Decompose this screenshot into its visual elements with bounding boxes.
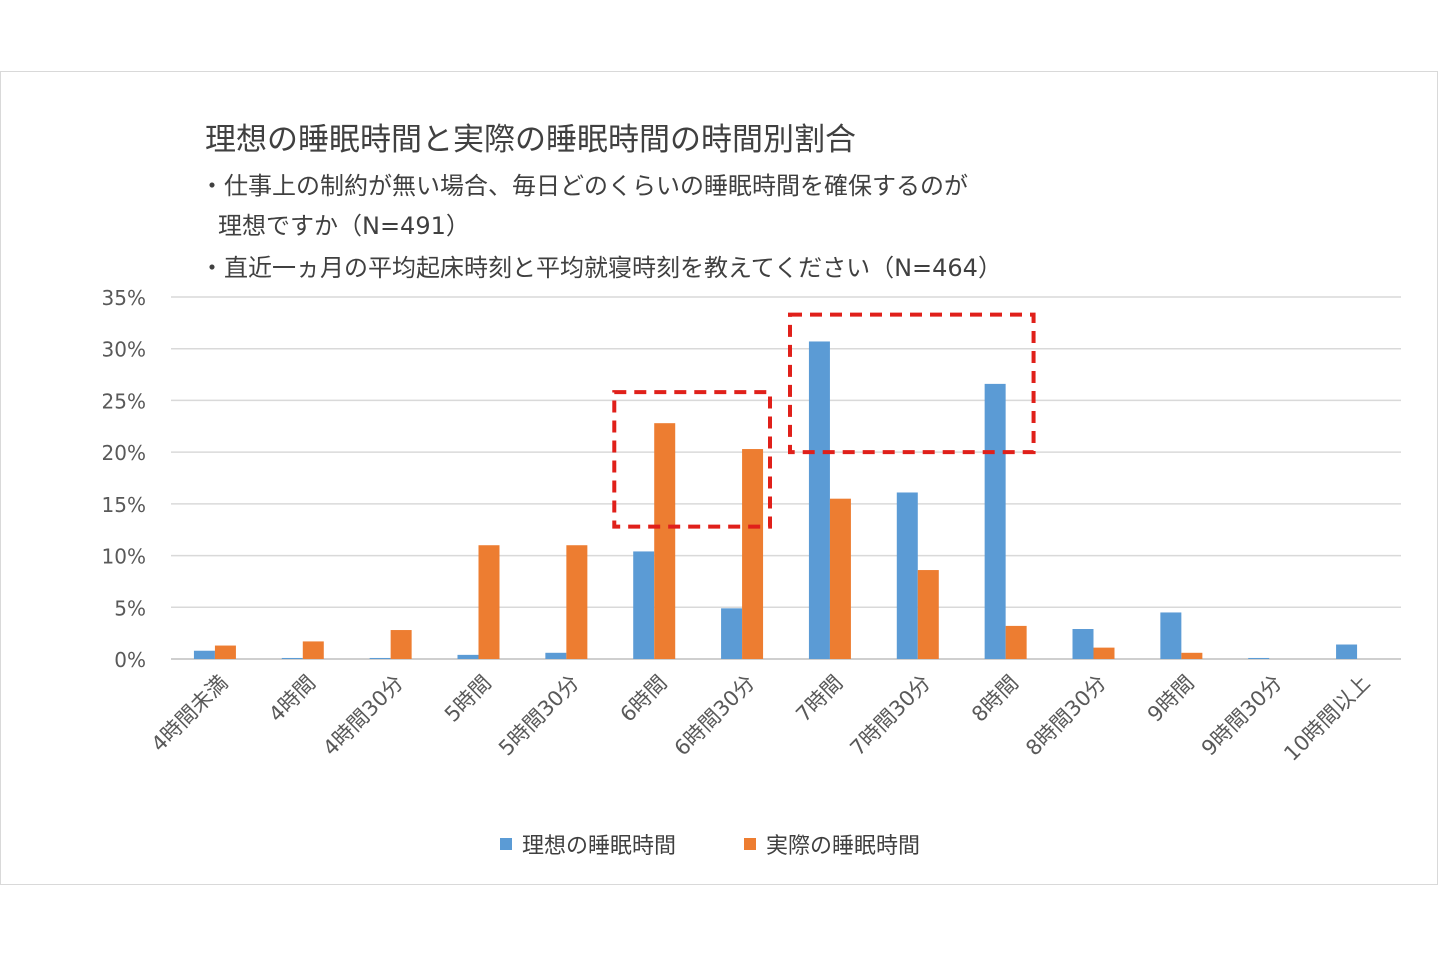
y-tick-label: 15% <box>102 493 146 517</box>
y-tick-label: 35% <box>102 286 146 310</box>
legend-item-actual: 実際の睡眠時間 <box>744 828 920 860</box>
y-tick-label: 25% <box>102 389 146 413</box>
bar-actual-3 <box>478 545 500 659</box>
x-tick-label: 9時間 <box>1143 671 1199 727</box>
legend-label-actual: 実際の睡眠時間 <box>766 834 921 859</box>
highlight-box-1 <box>788 312 1036 455</box>
legend-swatch-actual <box>744 838 756 850</box>
legend-swatch-ideal <box>500 838 512 850</box>
bar-actual-8 <box>917 570 939 659</box>
bar-actual-9 <box>1005 625 1027 659</box>
chart-frame <box>0 71 1438 885</box>
x-tick-label: 5時間30分 <box>494 671 584 761</box>
bar-ideal-6 <box>721 608 743 659</box>
x-tick-label: 9時間30分 <box>1197 671 1287 761</box>
bar-ideal-7 <box>808 341 830 659</box>
x-tick-label: 7時間30分 <box>845 671 935 761</box>
bar-ideal-4 <box>545 652 567 659</box>
x-tick-label: 8時間 <box>967 671 1023 727</box>
y-tick-label: 20% <box>102 441 146 465</box>
bar-ideal-13 <box>1336 644 1358 659</box>
bar-actual-1 <box>302 641 324 659</box>
y-tick-label: 30% <box>102 338 146 362</box>
legend-label-ideal: 理想の睡眠時間 <box>522 834 677 859</box>
chart-subtitle-line-2: 理想ですか（N=491） <box>218 212 470 240</box>
bar-ideal-3 <box>457 654 479 659</box>
x-tick-label: 4時間未満 <box>147 671 233 757</box>
bar-ideal-10 <box>1072 629 1094 659</box>
bar-actual-6 <box>742 449 764 659</box>
bar-ideal-8 <box>896 492 918 659</box>
bar-actual-7 <box>829 498 851 659</box>
bar-ideal-11 <box>1160 612 1182 659</box>
chart-subtitle-line-1: ・仕事上の制約が無い場合、毎日どのくらいの睡眠時間を確保するのが <box>200 172 968 200</box>
bar-actual-2 <box>390 630 412 659</box>
bar-actual-10 <box>1093 647 1115 659</box>
bar-ideal-9 <box>984 383 1006 659</box>
x-tick-label: 6時間 <box>616 671 672 727</box>
x-tick-label: 5時間 <box>440 671 496 727</box>
bar-ideal-12 <box>1248 657 1270 659</box>
y-tick-label: 10% <box>102 545 146 569</box>
highlight-box-0 <box>612 390 772 529</box>
x-tick-label: 4時間 <box>264 671 320 727</box>
bar-ideal-0 <box>193 650 215 659</box>
y-tick-label: 0% <box>114 648 146 672</box>
x-tick-label: 7時間 <box>791 671 847 727</box>
x-tick-label: 8時間30分 <box>1021 671 1111 761</box>
bar-actual-4 <box>566 545 588 659</box>
chart-subtitle-line-3: ・直近一ヵ月の平均起床時刻と平均就寝時刻を教えてください（N=464） <box>200 254 1002 282</box>
x-tick-label: 6時間30分 <box>670 671 760 761</box>
y-tick-label: 5% <box>114 596 146 620</box>
x-tick-label: 10時間以上 <box>1279 671 1374 766</box>
bar-actual-0 <box>214 645 236 659</box>
bar-ideal-2 <box>369 657 391 659</box>
bar-ideal-1 <box>281 657 303 659</box>
bar-actual-5 <box>654 423 676 659</box>
bar-actual-11 <box>1181 652 1203 659</box>
chart-title: 理想の睡眠時間と実際の睡眠時間の時間別割合 <box>205 122 856 158</box>
bar-ideal-5 <box>633 551 655 659</box>
legend-item-ideal: 理想の睡眠時間 <box>500 828 676 860</box>
x-tick-label: 4時間30分 <box>318 671 408 761</box>
